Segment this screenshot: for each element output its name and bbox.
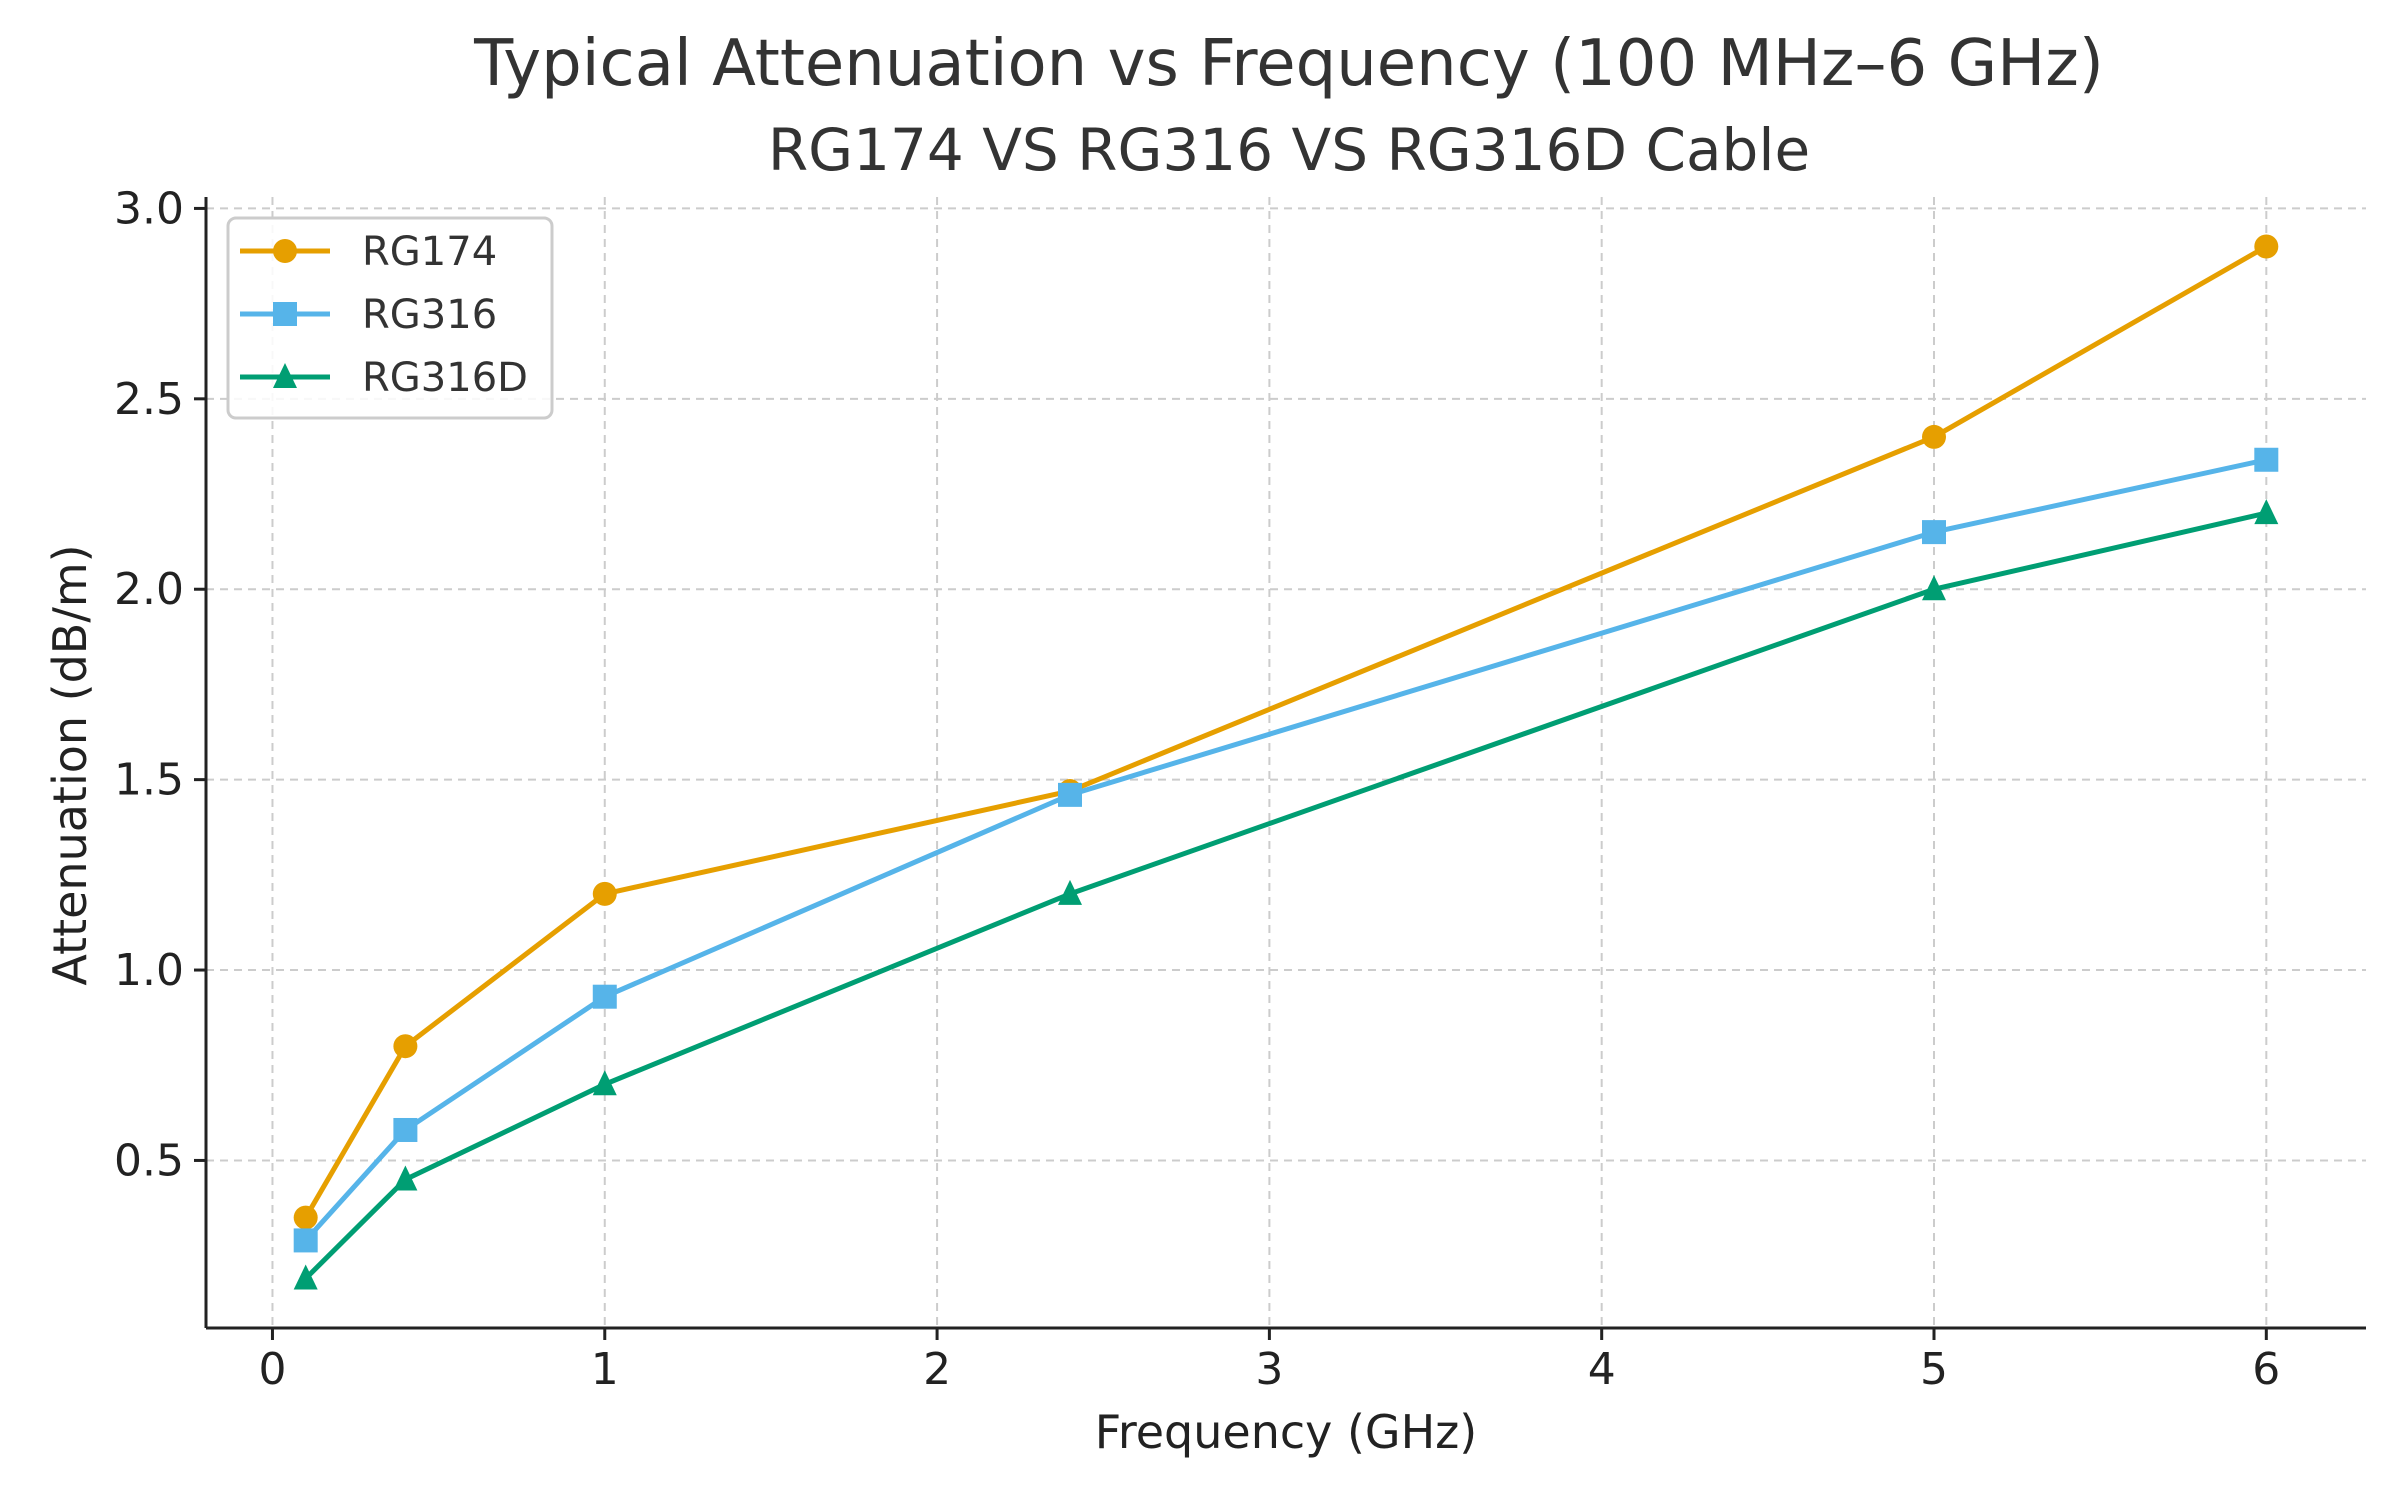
series-line: [303, 510, 2267, 1281]
grid: [206, 197, 2366, 1328]
data-point-circle: [393, 1034, 418, 1059]
series-line: [303, 457, 2267, 1243]
data-point-square: [1058, 782, 1082, 807]
data-point-square: [2254, 447, 2279, 472]
legend-marker-square: [273, 302, 297, 326]
data-point-square: [592, 984, 617, 1009]
legend-label: RG316D: [362, 355, 528, 401]
x-tick-label: 5: [1920, 1344, 1948, 1395]
x-tick-label: 1: [591, 1344, 619, 1395]
data-point-triangle: [2254, 499, 2279, 525]
legend-marker-circle: [273, 239, 297, 263]
chart-subtitle: RG174 VS RG316 VS RG316D Cable: [768, 116, 1810, 184]
data-point-triangle: [293, 1264, 318, 1290]
y-tick-label: 1.0: [114, 945, 184, 996]
x-tick-label: 0: [258, 1344, 286, 1395]
legend-item-rg316d: RG316D: [240, 355, 528, 401]
x-axis-label: Frequency (GHz): [1095, 1405, 1478, 1459]
data-point-triangle: [393, 1165, 418, 1191]
legend-label: RG174: [362, 229, 497, 275]
y-tick-label: 1.5: [114, 755, 184, 806]
legend-item-rg174: RG174: [240, 229, 497, 275]
series-rg316d: [293, 499, 2279, 1290]
data-point-circle: [2254, 234, 2279, 259]
data-point-circle: [592, 881, 617, 906]
axes: 0 1 2 3 4 5 6 0.5 1.0 1.5 2.0 2.5 3.0: [114, 183, 2366, 1395]
legend-label: RG316: [362, 292, 497, 338]
x-tick-label: 6: [2252, 1344, 2280, 1395]
legend-box: [226, 216, 554, 420]
legend: RG174 RG316 RG316D: [226, 216, 554, 420]
series-line: [303, 244, 2268, 1219]
x-tick-label: 2: [923, 1344, 951, 1395]
data-point-circle: [1922, 424, 1946, 449]
chart-title: Typical Attenuation vs Frequency (100 MH…: [473, 27, 2104, 101]
data-point-square: [1922, 520, 1946, 545]
data-point-square: [293, 1228, 318, 1253]
data-point-triangle: [1058, 879, 1082, 905]
data-point-triangle: [1922, 575, 1946, 601]
y-tick-label: 2.5: [114, 374, 184, 425]
legend-marker-triangle: [273, 363, 297, 388]
series-layer: [293, 234, 2279, 1290]
legend-item-rg316: RG316: [240, 292, 497, 338]
x-tick-label: 3: [1255, 1344, 1283, 1395]
y-tick-label: 2.0: [114, 564, 184, 615]
y-tick-label: 3.0: [114, 183, 184, 234]
data-point-square: [393, 1117, 418, 1142]
data-point-triangle: [592, 1070, 617, 1096]
series-rg174: [293, 234, 2279, 1230]
series-rg316: [293, 447, 2279, 1253]
x-tick-label: 4: [1588, 1344, 1616, 1395]
y-axis-label: Attenuation (dB/m): [43, 544, 97, 985]
data-point-circle: [293, 1205, 318, 1230]
y-tick-label: 0.5: [114, 1135, 184, 1186]
